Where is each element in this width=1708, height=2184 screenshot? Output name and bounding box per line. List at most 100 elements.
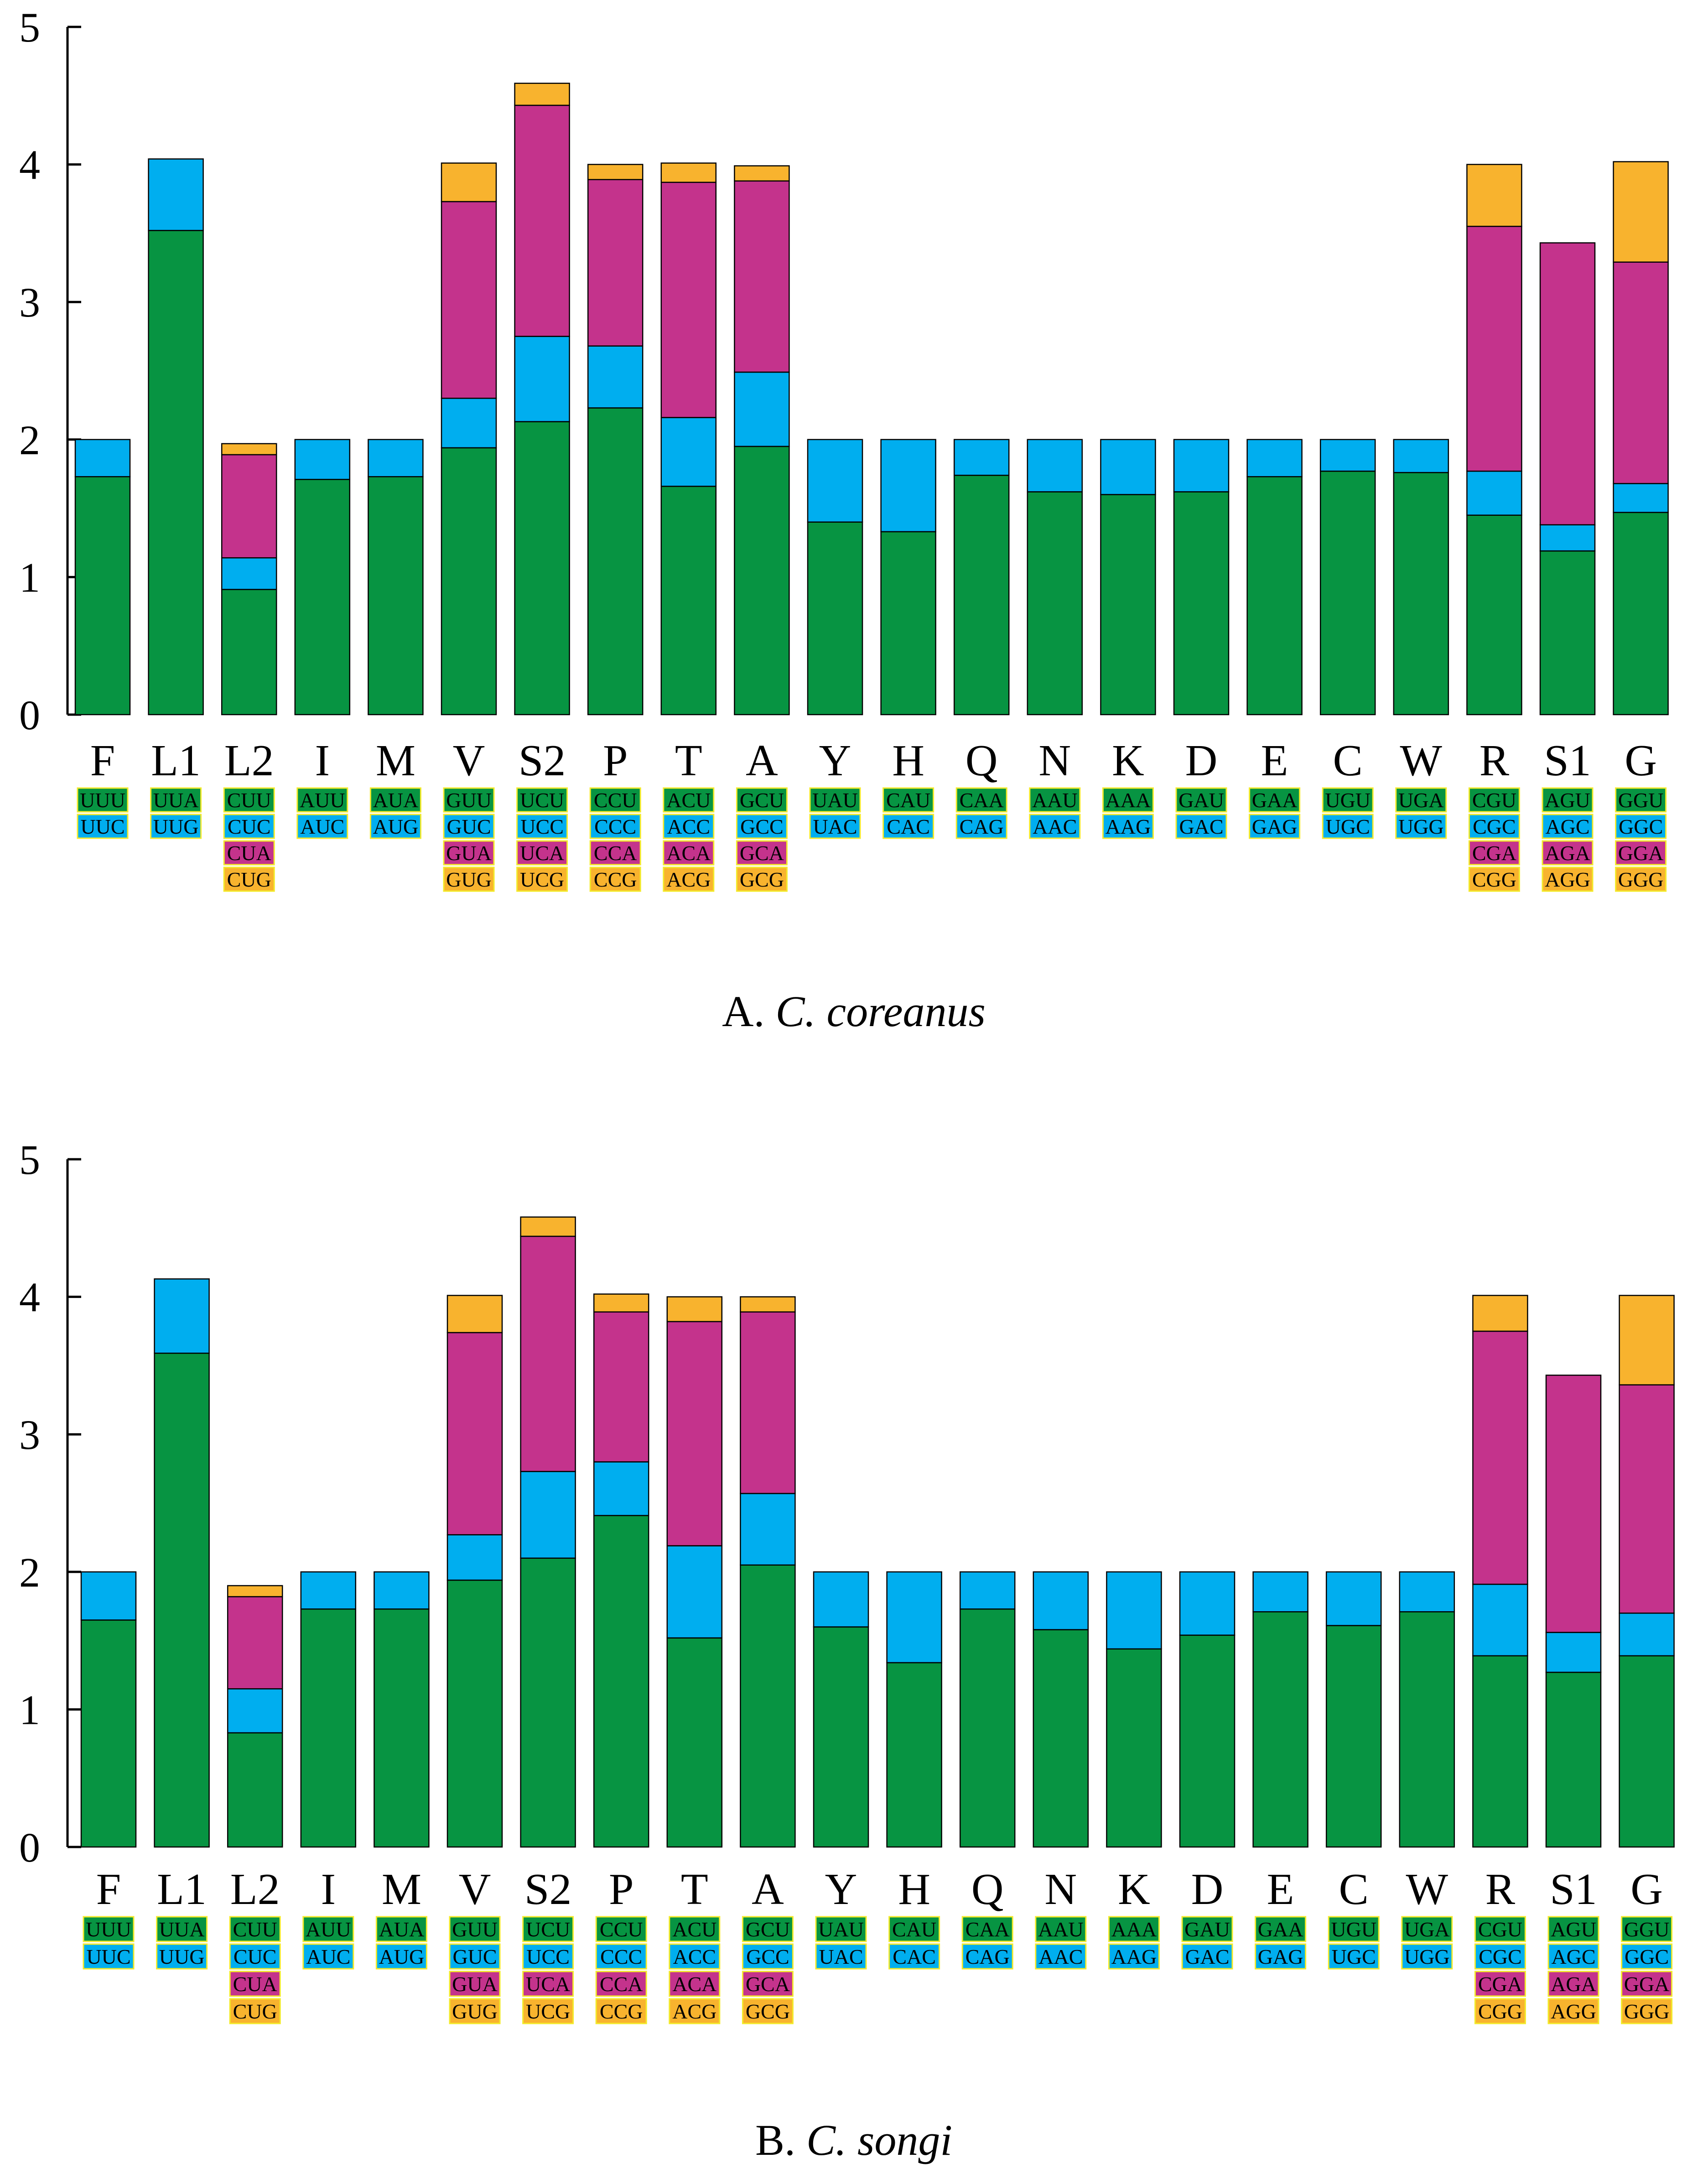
codon-label: AAG [1106,815,1151,838]
amino-acid-label: T [675,736,702,785]
y-tick-label: 2 [19,417,40,463]
bar-segment-R-4 [1472,1295,1528,1332]
bar-segment-F-1 [74,476,131,716]
bar-segment-L2-4 [221,443,277,456]
codon-box [589,840,641,866]
bar-segment-E-2 [1252,1571,1308,1613]
codon-label: CAU [892,1918,936,1941]
codon-box [449,1943,501,1970]
codon-label: AUG [379,1945,425,1968]
codon-label: UGU [1331,1918,1376,1941]
codon-box [955,814,1007,839]
bar-segment-K-2 [1100,439,1156,495]
codon-box [1102,787,1154,813]
codon-label: ACG [672,2000,716,2023]
bar-segment-H-1 [880,531,936,716]
codon-box [522,1943,574,1970]
codon-label: CUC [234,1945,277,1968]
codon-box [742,1943,794,1970]
bar-segment-E-1 [1252,1611,1308,1848]
codon-box [516,814,568,839]
bar-segment-T-3 [660,182,717,418]
codon-box [1108,1943,1160,1970]
bar-segment-Y-2 [807,439,863,523]
codon-label: UCC [520,815,564,838]
codon-box [1255,1916,1307,1942]
amino-acid-label: Q [971,1865,1004,1914]
bar-segment-Y-2 [813,1571,869,1628]
codon-box [1542,840,1594,866]
amino-acid-label: T [681,1865,708,1914]
codon-box [888,1943,940,1970]
codon-label: ACA [672,1972,716,1996]
codon-box [443,866,495,892]
codon-label: AGG [1545,868,1590,891]
codon-box [742,1998,794,2024]
bar-segment-I-1 [300,1608,357,1848]
codon-box [516,840,568,866]
codon-label: GCG [740,868,784,891]
bar-segment-K-1 [1100,494,1156,716]
bar-segment-Y-1 [813,1626,869,1848]
codon-box [1621,1998,1673,2024]
codon-label: GCA [746,1972,790,1996]
bar-segment-W-1 [1393,472,1449,716]
bar-segment-G-1 [1613,512,1669,716]
codon-box [1615,814,1667,839]
codon-box [809,814,861,839]
codon-label: UUC [86,1945,130,1968]
amino-acid-label: Y [819,736,851,785]
bar-segment-H-2 [880,439,936,533]
codon-label: GCC [740,815,784,838]
codon-label: CAC [887,815,930,838]
panel-caption: B. C. songi [755,2116,952,2164]
codon-label: CGC [1479,1945,1522,1968]
bar-segment-M-1 [368,476,424,716]
bar-segment-G-4 [1613,161,1669,263]
bar-segment-V-1 [446,1579,503,1848]
codon-box [815,1943,867,1970]
bar-segment-S1-2 [1545,1632,1602,1673]
codon-label: AGG [1551,2000,1596,2023]
codon-label: AAU [1038,1918,1084,1941]
bar-segment-R-1 [1466,514,1522,716]
codon-box [150,814,202,839]
bar-segment-G-1 [1619,1655,1675,1848]
codon-box [663,866,715,892]
bar-segment-S1-3 [1545,1375,1602,1633]
codon-box [1029,787,1081,813]
bar-segment-A-4 [734,165,790,182]
codon-label: UGA [1404,1918,1450,1941]
bar-segment-I-2 [294,439,351,480]
codon-box [1181,1943,1233,1970]
codon-label: CCU [594,789,637,812]
bar-segment-T-1 [660,486,717,716]
amino-acid-label: F [96,1865,121,1914]
y-tick-label: 3 [19,1411,40,1458]
codon-box [663,840,715,866]
codon-label: AUA [373,789,419,812]
codon-label: CCA [600,1972,643,1996]
codon-label: GGA [1618,841,1664,865]
codon-box [229,1943,281,1970]
bar-segment-M-2 [374,1571,430,1610]
codon-label: CUG [233,2000,277,2023]
bar-segment-L2-3 [221,454,277,559]
codon-box [1322,814,1374,839]
amino-acid-label: M [382,1865,421,1914]
amino-acid-label: D [1191,1865,1224,1914]
codon-label: GUU [446,789,492,812]
bar-segment-C-2 [1325,1571,1382,1626]
bar-segment-R-3 [1466,226,1522,472]
codon-label: UUG [159,1945,205,1968]
codon-label: CCA [594,841,637,865]
codon-box [589,787,641,813]
codon-box [1395,787,1447,813]
codon-box [1328,1943,1380,1970]
codon-box [83,1916,135,1942]
bar-segment-G-4 [1619,1295,1675,1385]
codon-box [888,1916,940,1942]
amino-acid-label: N [1038,736,1071,785]
codon-box [742,1916,794,1942]
